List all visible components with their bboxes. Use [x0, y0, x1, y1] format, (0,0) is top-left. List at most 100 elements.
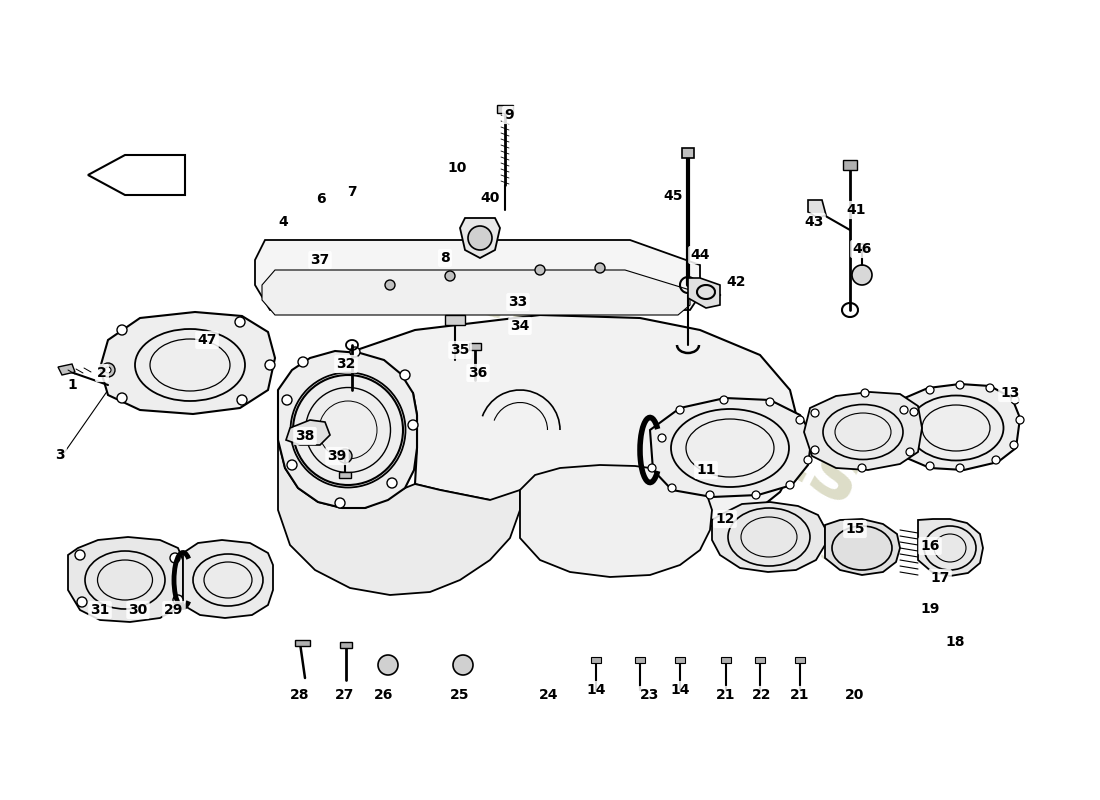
- Text: europarts: europarts: [446, 245, 874, 523]
- Text: 21: 21: [716, 688, 736, 702]
- Polygon shape: [340, 642, 352, 648]
- Polygon shape: [650, 398, 812, 497]
- Circle shape: [236, 395, 248, 405]
- Circle shape: [648, 464, 656, 472]
- Text: 14: 14: [586, 683, 606, 697]
- Circle shape: [75, 550, 85, 560]
- Polygon shape: [688, 278, 720, 308]
- Text: 16: 16: [921, 539, 939, 553]
- Circle shape: [720, 396, 728, 404]
- Text: 44: 44: [691, 248, 710, 262]
- Text: 40: 40: [481, 191, 499, 205]
- Circle shape: [766, 398, 774, 406]
- Circle shape: [668, 484, 676, 492]
- Polygon shape: [255, 240, 700, 310]
- Circle shape: [101, 363, 116, 377]
- Text: 29: 29: [164, 603, 184, 617]
- Polygon shape: [712, 502, 825, 572]
- Text: 15: 15: [845, 522, 865, 536]
- Text: 43: 43: [804, 215, 824, 229]
- Polygon shape: [278, 440, 520, 595]
- Circle shape: [535, 265, 544, 275]
- Circle shape: [350, 347, 360, 357]
- Text: 6: 6: [316, 192, 326, 206]
- Polygon shape: [460, 218, 500, 258]
- Circle shape: [287, 460, 297, 470]
- Polygon shape: [295, 640, 310, 646]
- Text: 20: 20: [845, 688, 865, 702]
- Polygon shape: [635, 657, 645, 663]
- Circle shape: [1011, 396, 1019, 404]
- Text: 46: 46: [852, 242, 871, 256]
- Circle shape: [658, 434, 666, 442]
- Text: 27: 27: [336, 688, 354, 702]
- Text: 28: 28: [290, 688, 310, 702]
- Polygon shape: [808, 200, 826, 218]
- Polygon shape: [682, 148, 694, 158]
- Polygon shape: [918, 519, 983, 576]
- Circle shape: [385, 280, 395, 290]
- Text: 42: 42: [726, 275, 746, 289]
- Polygon shape: [520, 465, 712, 577]
- Polygon shape: [825, 519, 900, 575]
- Circle shape: [804, 456, 812, 464]
- Polygon shape: [497, 105, 513, 113]
- Circle shape: [900, 406, 908, 414]
- Circle shape: [811, 409, 819, 417]
- Polygon shape: [446, 315, 465, 325]
- Circle shape: [706, 491, 714, 499]
- Text: 4: 4: [278, 215, 288, 229]
- Circle shape: [235, 317, 245, 327]
- Polygon shape: [88, 155, 185, 195]
- Circle shape: [378, 655, 398, 675]
- Text: 10: 10: [448, 161, 466, 175]
- Circle shape: [906, 448, 914, 456]
- Circle shape: [811, 446, 819, 454]
- Circle shape: [265, 360, 275, 370]
- Polygon shape: [348, 315, 800, 530]
- Text: 45: 45: [663, 189, 683, 203]
- Circle shape: [387, 478, 397, 488]
- Text: 14: 14: [670, 683, 690, 697]
- Polygon shape: [675, 657, 685, 663]
- Text: 21: 21: [790, 688, 810, 702]
- Circle shape: [926, 386, 934, 394]
- Polygon shape: [58, 364, 75, 375]
- Text: 35: 35: [450, 343, 470, 357]
- Text: 18: 18: [945, 635, 965, 649]
- Polygon shape: [339, 472, 351, 478]
- Circle shape: [910, 408, 918, 416]
- Text: 31: 31: [90, 603, 110, 617]
- Polygon shape: [795, 657, 805, 663]
- Polygon shape: [720, 657, 732, 663]
- Circle shape: [676, 406, 684, 414]
- Polygon shape: [755, 657, 764, 663]
- Text: 11: 11: [696, 463, 716, 477]
- Polygon shape: [804, 392, 922, 470]
- Text: 2: 2: [97, 366, 107, 380]
- Circle shape: [861, 389, 869, 397]
- Circle shape: [77, 597, 87, 607]
- Polygon shape: [262, 270, 690, 315]
- Text: 41: 41: [846, 203, 866, 217]
- Circle shape: [117, 325, 126, 335]
- Text: 12: 12: [715, 512, 735, 526]
- Text: 36: 36: [469, 366, 487, 380]
- Text: 7: 7: [348, 185, 356, 199]
- Text: 47: 47: [197, 333, 217, 347]
- Circle shape: [282, 395, 292, 405]
- Circle shape: [1010, 441, 1018, 449]
- Text: 26: 26: [374, 688, 394, 702]
- Text: 17: 17: [931, 571, 949, 585]
- Polygon shape: [286, 420, 330, 445]
- Circle shape: [858, 464, 866, 472]
- Polygon shape: [278, 351, 417, 508]
- Circle shape: [453, 655, 473, 675]
- Text: 22: 22: [752, 688, 772, 702]
- Polygon shape: [591, 657, 601, 663]
- Circle shape: [298, 357, 308, 367]
- Polygon shape: [183, 540, 273, 618]
- Text: 23: 23: [640, 688, 660, 702]
- Polygon shape: [68, 537, 183, 622]
- Circle shape: [338, 449, 352, 463]
